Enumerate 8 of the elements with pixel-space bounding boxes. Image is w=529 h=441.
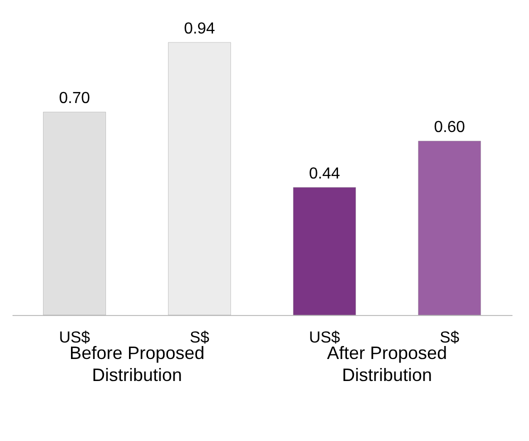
- bar: [418, 140, 481, 316]
- data-label: 0.44: [308, 165, 340, 182]
- bar: [43, 112, 106, 316]
- data-label: 0.94: [184, 20, 216, 38]
- bar: [293, 187, 356, 316]
- data-label: 0.60: [434, 119, 466, 136]
- bar: [168, 42, 231, 316]
- data-label: 0.70: [58, 90, 90, 107]
